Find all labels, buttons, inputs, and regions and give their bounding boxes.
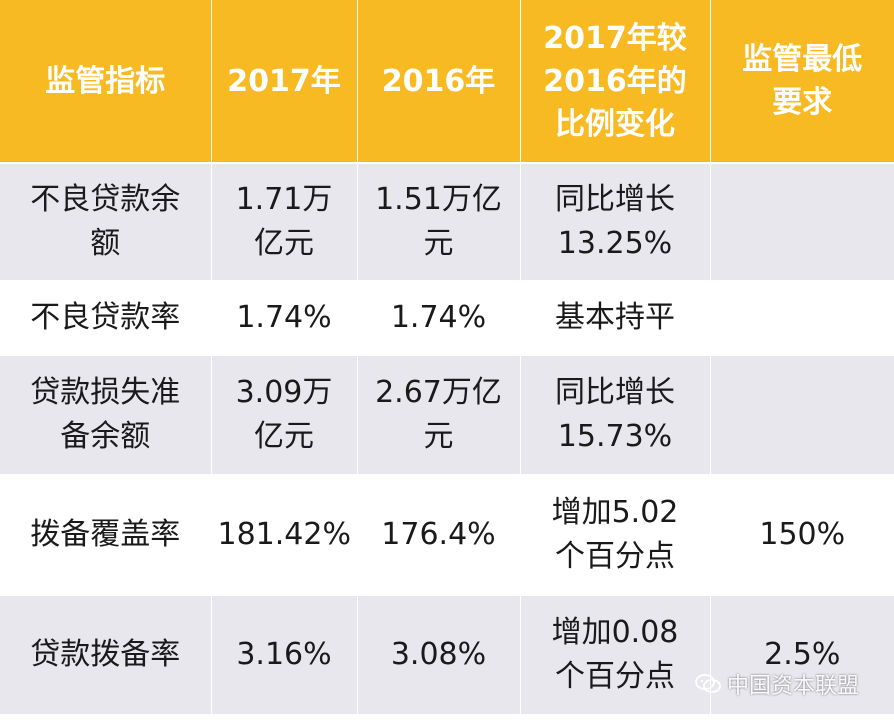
- header-cell-min-requirement: 监管最低 要求: [710, 0, 894, 164]
- table-cell: 增加5.02 个百分点: [520, 475, 711, 596]
- table-cell: 176.4%: [357, 475, 521, 596]
- table-cell: 1.74%: [211, 281, 358, 356]
- table-cell: [710, 281, 894, 356]
- table-cell: 3.16%: [211, 595, 358, 716]
- table-cell: 增加0.08 个百分点: [520, 595, 711, 716]
- table-cell: 基本持平: [520, 281, 711, 356]
- table-row: 拨备覆盖率 181.42% 176.4% 增加5.02 个百分点 150%: [0, 475, 894, 596]
- header-cell-2017: 2017年: [211, 0, 358, 164]
- table-cell: 181.42%: [211, 475, 358, 596]
- table-row: 贷款拨备率 3.16% 3.08% 增加0.08 个百分点 2.5%: [0, 595, 894, 716]
- table-cell: 3.08%: [357, 595, 521, 716]
- table-cell: 150%: [710, 475, 894, 596]
- table-cell: 贷款拨备率: [0, 595, 212, 716]
- table-cell: 1.71万 亿元: [211, 163, 358, 282]
- table-cell: 2.67万亿元: [357, 355, 521, 476]
- table-cell: 同比增长 13.25%: [520, 163, 711, 282]
- watermark-text: 中国资本联盟: [727, 674, 860, 699]
- header-cell-change: 2017年较 2016年的 比例变化: [520, 0, 711, 164]
- table-cell: 同比增长 15.73%: [520, 355, 711, 476]
- table-row: 不良贷款率 1.74% 1.74% 基本持平: [0, 281, 894, 356]
- table-row: 贷款损失准 备余额 3.09万 亿元 2.67万亿元 同比增长 15.73%: [0, 355, 894, 476]
- table-cell: [710, 355, 894, 476]
- header-cell-2016: 2016年: [357, 0, 521, 164]
- table-cell: 1.51万亿元: [357, 163, 521, 282]
- wechat-icon: [695, 674, 721, 693]
- table-row: 不良贷款余额 1.71万 亿元 1.51万亿元 同比增长 13.25%: [0, 163, 894, 282]
- table-cell: [710, 163, 894, 282]
- table-cell: 拨备覆盖率: [0, 475, 212, 596]
- table-cell: 不良贷款余额: [0, 163, 212, 282]
- watermark: 中国资本联盟: [695, 668, 859, 700]
- table-cell: 1.74%: [357, 281, 521, 356]
- table-cell: 不良贷款率: [0, 281, 212, 356]
- table-cell: 2.5%: [710, 595, 894, 716]
- table-cell: 贷款损失准 备余额: [0, 355, 212, 476]
- header-cell-indicator: 监管指标: [0, 0, 212, 164]
- header-row: 监管指标 2017年 2016年 2017年较 2016年的 比例变化 监管最低 要求: [0, 0, 894, 164]
- table-cell: 3.09万 亿元: [211, 355, 358, 476]
